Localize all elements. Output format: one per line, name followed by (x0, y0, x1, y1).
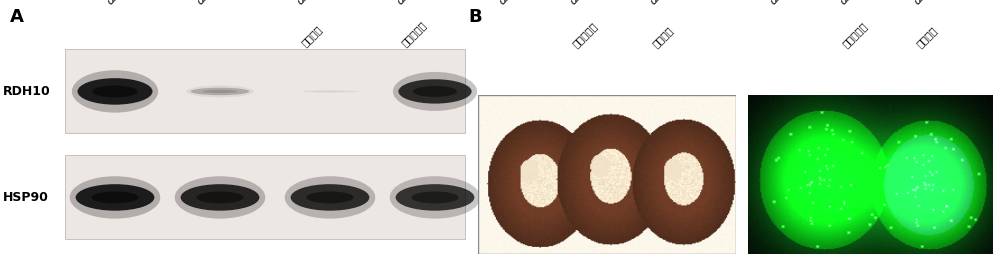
Ellipse shape (303, 90, 357, 92)
Bar (65, 49, 465, 132)
Ellipse shape (393, 72, 477, 111)
Ellipse shape (72, 70, 158, 113)
Text: db/db-GFP: db/db-GFP (912, 0, 959, 7)
Ellipse shape (291, 184, 369, 211)
Bar (65, 155, 465, 238)
Ellipse shape (285, 176, 375, 219)
Text: db/db-GFP: db/db-GFP (295, 0, 342, 7)
Text: db/m: db/m (105, 0, 132, 7)
Ellipse shape (76, 184, 154, 211)
Ellipse shape (411, 191, 459, 204)
Ellipse shape (202, 90, 238, 93)
Text: db/db: db/db (497, 0, 526, 7)
Text: db/db-RDH10: db/db-RDH10 (568, 0, 627, 7)
Ellipse shape (306, 191, 354, 204)
Ellipse shape (181, 184, 259, 211)
Text: RDH10: RDH10 (3, 85, 51, 98)
Text: HSP90: HSP90 (3, 191, 49, 204)
Text: 过表达病毒: 过表达病毒 (400, 19, 429, 48)
Ellipse shape (196, 191, 244, 204)
Text: db/db-GFP: db/db-GFP (648, 0, 695, 7)
Text: db/db-RDH10: db/db-RDH10 (838, 0, 897, 7)
Ellipse shape (70, 176, 160, 219)
Ellipse shape (413, 86, 457, 97)
Ellipse shape (92, 85, 138, 97)
Text: 过表达病毒: 过表达病毒 (571, 20, 600, 49)
Text: db/db: db/db (195, 0, 224, 7)
Text: db/db: db/db (768, 0, 797, 7)
Text: 对照病毒: 对照病毒 (915, 25, 939, 49)
Text: 对照病毒: 对照病毒 (651, 25, 675, 49)
Text: 过表达病毒: 过表达病毒 (841, 20, 870, 49)
Text: A: A (10, 8, 24, 26)
Ellipse shape (78, 78, 152, 105)
Text: B: B (468, 8, 482, 26)
Text: 对照病毒: 对照病毒 (300, 23, 324, 48)
Ellipse shape (390, 176, 480, 219)
Ellipse shape (191, 88, 249, 95)
Ellipse shape (175, 176, 265, 219)
Text: db/db-RDH10: db/db-RDH10 (395, 0, 454, 7)
Ellipse shape (91, 191, 139, 204)
Ellipse shape (398, 79, 472, 104)
Ellipse shape (186, 86, 254, 97)
Ellipse shape (396, 184, 474, 211)
